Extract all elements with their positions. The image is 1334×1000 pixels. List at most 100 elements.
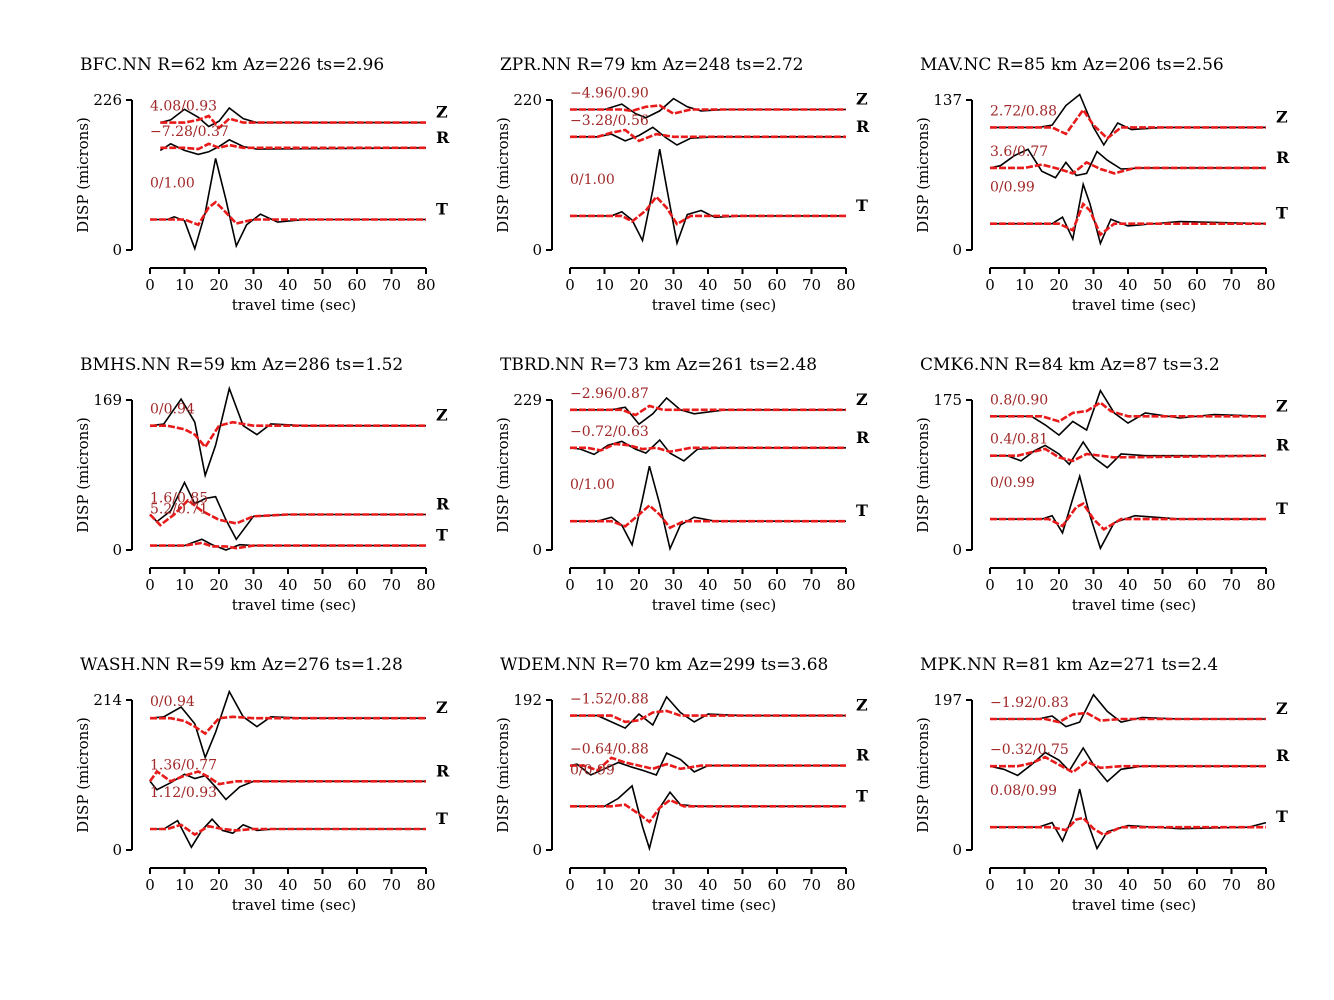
- x-tick-label: 10: [175, 576, 194, 594]
- component-label-Z: Z: [1276, 107, 1288, 126]
- observed-trace-R: [989, 148, 1266, 179]
- shift-correlation-annotation: 0/0.99: [570, 762, 615, 778]
- x-tick-label: 40: [698, 276, 717, 294]
- component-label-Z: Z: [436, 406, 448, 425]
- component-label-T: T: [1276, 499, 1288, 518]
- panel-title: MAV.NC R=85 km Az=206 ts=2.56: [920, 55, 1224, 75]
- x-tick-label: 60: [347, 276, 366, 294]
- component-label-T: T: [856, 196, 868, 215]
- x-tick-label: 0: [145, 276, 155, 294]
- y-tick-label: 0: [532, 241, 542, 259]
- shift-correlation-annotation: −0.32/0.75: [990, 742, 1069, 758]
- shift-correlation-annotation: 0/1.00: [570, 172, 615, 188]
- synthetic-trace-Z: [990, 711, 1266, 724]
- component-label-R: R: [1276, 746, 1290, 765]
- x-tick-label: 30: [664, 576, 683, 594]
- shift-correlation-annotation: −1.52/0.88: [570, 692, 649, 708]
- component-label-Z: Z: [436, 698, 448, 717]
- x-tick-label: 10: [1015, 576, 1034, 594]
- x-tick-label: 70: [382, 576, 401, 594]
- component-label-Z: Z: [856, 390, 868, 409]
- x-tick-label: 70: [382, 876, 401, 894]
- y-axis-label: DISP (microns): [74, 717, 92, 833]
- x-tick-label: 80: [1256, 276, 1275, 294]
- x-axis-label: travel time (sec): [1072, 296, 1196, 314]
- x-tick-label: 10: [595, 576, 614, 594]
- x-tick-label: 30: [1084, 276, 1103, 294]
- shift-correlation-annotation: 1.36/0.77: [150, 757, 217, 773]
- x-tick-label: 0: [985, 576, 995, 594]
- y-axis-label: DISP (microns): [74, 117, 92, 233]
- observed-trace-T: [570, 465, 846, 552]
- shift-correlation-annotation: −3.28/0.56: [570, 113, 649, 129]
- x-tick-label: 30: [1084, 876, 1103, 894]
- component-label-R: R: [436, 494, 450, 513]
- x-tick-label: 0: [985, 276, 995, 294]
- component-label-T: T: [856, 501, 868, 520]
- observed-trace-R: [569, 438, 846, 462]
- x-axis-label: travel time (sec): [1072, 596, 1196, 614]
- component-label-R: R: [1276, 436, 1290, 455]
- synthetic-trace-Z: [160, 114, 426, 130]
- x-tick-label: 50: [1153, 876, 1172, 894]
- component-label-R: R: [856, 117, 870, 136]
- x-tick-label: 70: [1222, 876, 1241, 894]
- y-tick-label: 0: [952, 841, 962, 859]
- panel-title: BMHS.NN R=59 km Az=286 ts=1.52: [80, 355, 403, 375]
- x-tick-label: 10: [1015, 876, 1034, 894]
- x-tick-label: 50: [733, 276, 752, 294]
- panel-title: WDEM.NN R=70 km Az=299 ts=3.68: [500, 655, 828, 675]
- synthetic-trace-R: [990, 160, 1266, 175]
- component-label-Z: Z: [856, 90, 868, 109]
- synthetic-trace-Z: [990, 107, 1266, 141]
- x-tick-label: 50: [733, 576, 752, 594]
- x-tick-label: 20: [629, 576, 648, 594]
- synthetic-trace-Z: [150, 420, 426, 450]
- x-tick-label: 20: [629, 276, 648, 294]
- x-tick-label: 60: [767, 576, 786, 594]
- x-tick-label: 60: [1187, 576, 1206, 594]
- x-tick-label: 30: [244, 876, 263, 894]
- x-tick-label: 30: [1084, 576, 1103, 594]
- panel-title: TBRD.NN R=73 km Az=261 ts=2.48: [500, 355, 817, 375]
- y-tick-label: 0: [112, 241, 122, 259]
- shift-correlation-annotation: −0.64/0.88: [570, 742, 649, 758]
- synthetic-trace-T: [990, 816, 1266, 837]
- x-tick-label: 40: [1118, 576, 1137, 594]
- x-tick-label: 80: [836, 576, 855, 594]
- synthetic-trace-Z: [570, 104, 846, 115]
- observed-trace-R: [990, 440, 1266, 469]
- component-label-T: T: [1276, 807, 1288, 826]
- x-tick-label: 0: [565, 276, 575, 294]
- x-tick-label: 80: [836, 276, 855, 294]
- shift-correlation-annotation: −4.96/0.90: [570, 86, 649, 102]
- shift-correlation-annotation: 4.08/0.93: [150, 99, 217, 115]
- synthetic-trace-T: [570, 194, 846, 226]
- y-tick-label: 0: [112, 841, 122, 859]
- x-tick-label: 60: [347, 576, 366, 594]
- observed-trace-T: [570, 784, 846, 852]
- shift-correlation-annotation: 0.8/0.90: [990, 392, 1048, 408]
- y-axis-label: DISP (microns): [74, 417, 92, 533]
- synthetic-trace-R: [148, 769, 426, 786]
- x-tick-label: 60: [1187, 876, 1206, 894]
- x-tick-label: 60: [767, 876, 786, 894]
- y-tick-label: 0: [952, 241, 962, 259]
- x-tick-label: 80: [836, 876, 855, 894]
- x-tick-label: 40: [1118, 276, 1137, 294]
- observed-trace-T: [150, 818, 426, 849]
- synthetic-trace-T: [990, 502, 1266, 532]
- x-tick-label: 70: [1222, 576, 1241, 594]
- synthetic-trace-R: [570, 128, 846, 143]
- x-tick-label: 70: [382, 276, 401, 294]
- x-tick-label: 0: [565, 576, 575, 594]
- x-tick-label: 80: [416, 576, 435, 594]
- x-tick-label: 40: [278, 576, 297, 594]
- x-tick-label: 70: [802, 876, 821, 894]
- shift-correlation-annotation: 0/1.00: [570, 477, 615, 493]
- observed-trace-Z: [990, 93, 1266, 147]
